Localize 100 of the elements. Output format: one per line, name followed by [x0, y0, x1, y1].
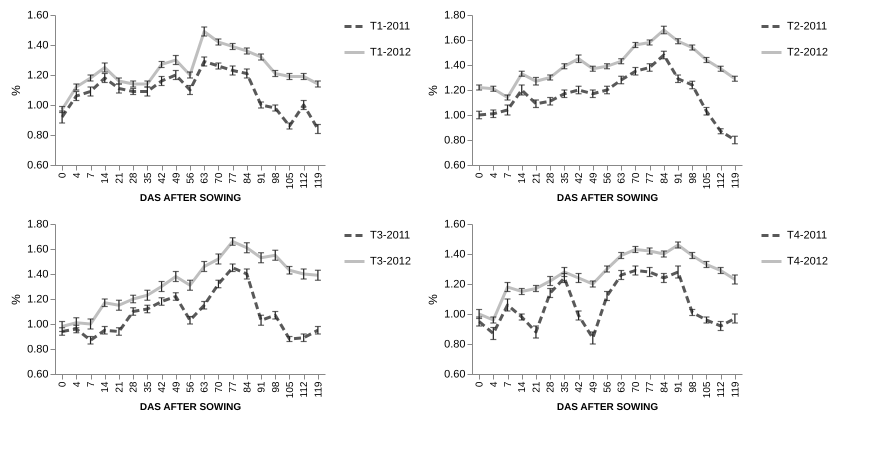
x-tick-label: 77 [228, 172, 240, 184]
x-tick-label: 49 [588, 381, 600, 393]
y-tick-label: 1.20 [444, 278, 466, 290]
x-tick-label: 84 [242, 381, 254, 393]
x-tick-label: 56 [186, 172, 196, 184]
x-tick-label: 119 [313, 381, 324, 398]
x-tick-label: 91 [256, 172, 268, 184]
x-tick-label: 98 [688, 172, 699, 184]
legend-label: T2-2012 [787, 46, 828, 58]
y-tick-label: 1.40 [27, 40, 48, 52]
x-tick-label: 49 [171, 172, 182, 184]
y-tick-label: 1.20 [444, 84, 466, 96]
x-tick-label: 14 [100, 172, 112, 184]
x-tick-label: 7 [503, 381, 514, 388]
x-tick-label: 35 [560, 381, 571, 393]
x-tick-label: 63 [616, 381, 628, 393]
x-tick-label: 105 [702, 381, 713, 398]
x-tick-label: 98 [270, 172, 282, 184]
x-tick-label: 70 [214, 172, 225, 184]
y-tick-label: 0.60 [27, 368, 48, 380]
y-tick-label: 1.80 [444, 10, 466, 22]
legend-label: T1-2011 [370, 20, 410, 32]
x-tick-label: 56 [186, 381, 196, 393]
x-tick-label: 91 [256, 381, 268, 393]
x-tick-label: 42 [574, 381, 586, 393]
y-tick-label: 1.80 [27, 218, 48, 230]
x-tick-label: 119 [313, 172, 324, 188]
x-tick-label: 21 [114, 381, 126, 393]
y-tick-label: 0.80 [27, 130, 48, 142]
y-tick-label: 1.60 [444, 34, 466, 46]
y-axis-title: % [426, 84, 440, 96]
y-tick-label: 0.60 [27, 160, 48, 172]
x-tick-label: 14 [517, 381, 528, 393]
legend-label: T3-2012 [370, 256, 411, 268]
x-tick-label: 84 [659, 381, 670, 393]
x-tick-label: 98 [688, 381, 699, 393]
x-tick-label: 105 [702, 172, 713, 190]
x-tick-label: 105 [284, 381, 296, 398]
x-tick-label: 77 [645, 381, 656, 393]
x-tick-label: 56 [602, 172, 614, 184]
x-tick-label: 4 [488, 172, 500, 178]
x-tick-label: 112 [299, 172, 310, 188]
x-tick-label: 4 [488, 381, 500, 388]
x-tick-label: 42 [157, 172, 168, 184]
x-tick-label: 4 [72, 172, 83, 178]
x-tick-label: 4 [72, 381, 83, 388]
x-tick-label: 98 [270, 381, 282, 393]
legend-label: T4-2011 [787, 230, 828, 242]
x-tick-label: 77 [645, 172, 656, 184]
y-axis-title: % [9, 84, 24, 96]
x-tick-label: 21 [114, 172, 126, 184]
x-tick-label: 0 [474, 172, 486, 178]
y-tick-label: 0.80 [444, 338, 466, 350]
x-tick-label: 91 [674, 381, 685, 393]
y-tick-label: 0.80 [27, 344, 48, 356]
y-axis-title: % [426, 294, 440, 305]
line-series [60, 60, 320, 130]
line-series [60, 240, 320, 328]
x-tick-label: 35 [560, 172, 571, 184]
x-tick-label: 56 [602, 381, 614, 393]
y-tick-label: 1.60 [444, 218, 466, 230]
x-tick-label: 112 [299, 381, 310, 398]
y-tick-label: 1.40 [444, 60, 466, 72]
y-tick-label: 1.00 [444, 110, 466, 122]
y-tick-label: 1.60 [27, 10, 48, 22]
y-tick-label: 1.20 [27, 70, 48, 82]
legend-label: T3-2011 [370, 230, 410, 242]
x-tick-label: 63 [200, 172, 211, 184]
y-tick-label: 0.80 [444, 134, 466, 146]
y-tick-label: 0.60 [444, 368, 466, 380]
x-tick-label: 0 [58, 381, 69, 388]
x-tick-label: 112 [716, 381, 728, 398]
x-tick-label: 0 [58, 172, 69, 178]
x-tick-label: 112 [716, 172, 728, 188]
y-axis-title: % [9, 294, 24, 305]
y-tick-label: 0.60 [444, 160, 466, 172]
x-tick-label: 49 [588, 172, 600, 184]
y-tick-label: 1.00 [444, 308, 466, 320]
x-tick-label: 28 [128, 172, 140, 184]
x-tick-label: 35 [142, 381, 154, 393]
y-tick-label: 1.00 [27, 318, 48, 330]
x-tick-label: 119 [730, 381, 742, 398]
x-tick-label: 21 [531, 172, 542, 184]
legend-label: T2-2011 [787, 20, 828, 32]
x-tick-label: 49 [171, 381, 182, 393]
y-tick-label: 1.60 [27, 244, 48, 256]
x-tick-label: 70 [630, 172, 642, 184]
x-tick-label: 119 [730, 172, 742, 188]
x-tick-label: 91 [674, 172, 685, 184]
x-tick-label: 63 [200, 381, 211, 393]
x-tick-label: 63 [616, 172, 628, 184]
x-tick-label: 14 [517, 172, 528, 184]
x-tick-label: 7 [86, 381, 98, 388]
x-tick-label: 21 [531, 381, 542, 393]
line-series [60, 266, 320, 342]
x-tick-label: 84 [242, 172, 254, 184]
x-tick-label: 42 [157, 381, 168, 393]
x-tick-label: 105 [284, 172, 296, 190]
y-tick-label: 1.20 [27, 294, 48, 306]
x-axis-title: DAS AFTER SOWING [140, 402, 242, 414]
